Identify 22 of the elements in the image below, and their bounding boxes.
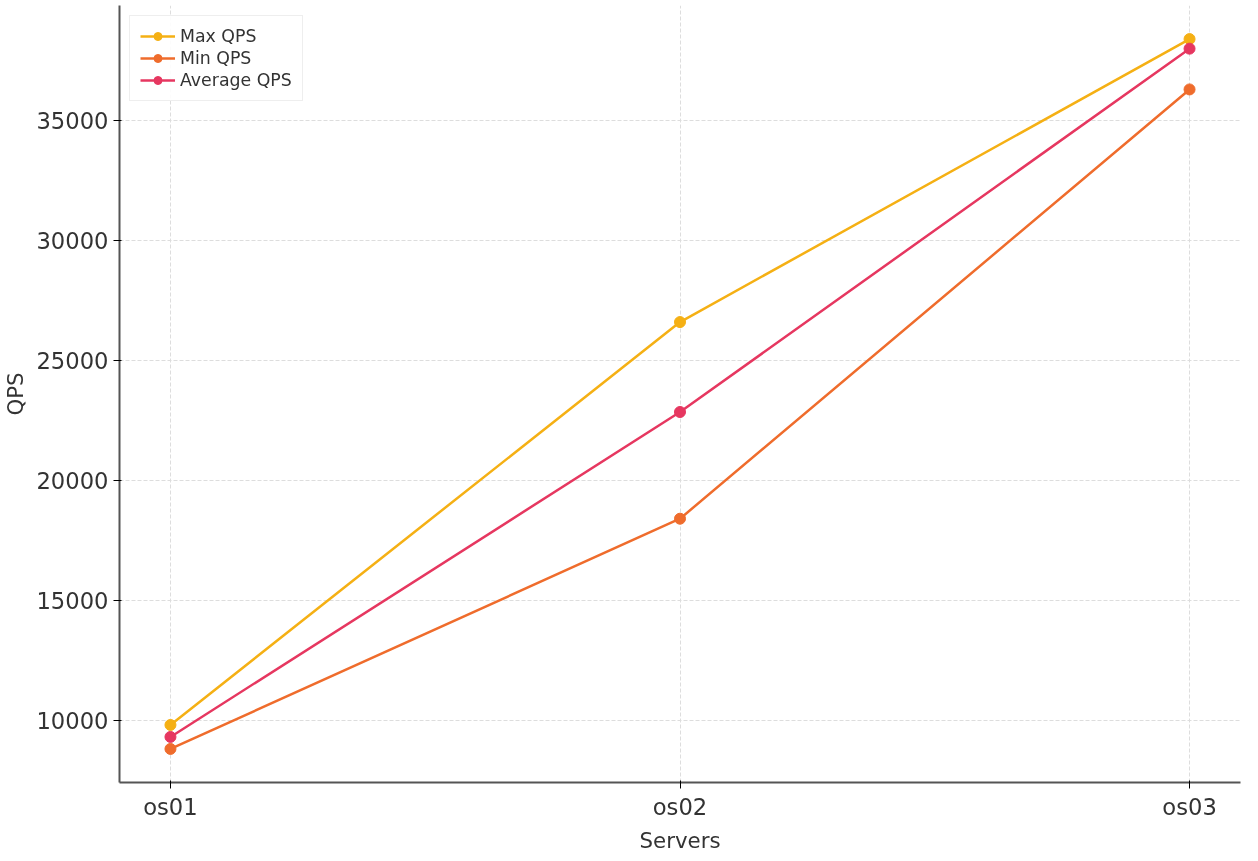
y-axis-title: QPS	[3, 372, 29, 416]
point	[164, 742, 177, 755]
point	[674, 406, 686, 418]
y-tick-label: 35000	[36, 108, 109, 135]
x-tick-label: os02	[652, 793, 708, 820]
point	[164, 730, 177, 743]
y-tick-label: 20000	[36, 467, 109, 494]
x-axis-title: Servers	[639, 827, 721, 853]
y-tick-label: 15000	[36, 587, 109, 614]
legend-label: Max QPS	[180, 26, 257, 46]
x-tick-label: os03	[1162, 793, 1217, 820]
x-tick-label: os01	[143, 793, 198, 820]
point	[674, 316, 686, 329]
legend-label: Min QPS	[180, 48, 252, 68]
point	[164, 718, 177, 731]
legend-label: Average QPS	[180, 70, 292, 90]
point	[674, 512, 686, 525]
y-tick-label: 25000	[36, 347, 109, 374]
y-tick-label: 30000	[36, 228, 109, 255]
y-tick-label: 10000	[36, 707, 109, 734]
point	[1183, 42, 1196, 55]
point	[1183, 83, 1196, 96]
